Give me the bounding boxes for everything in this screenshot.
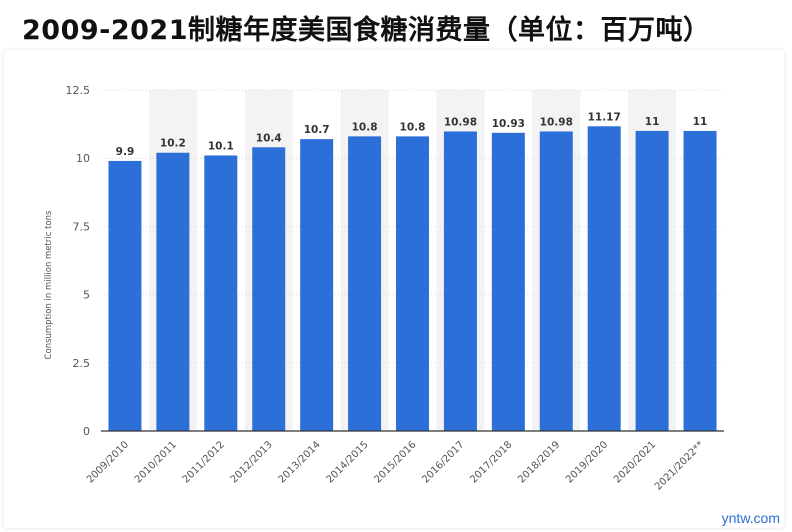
x-tick-label: 2017/2018 xyxy=(468,439,514,485)
y-tick-label: 2.5 xyxy=(73,357,91,370)
value-label: 10.4 xyxy=(256,132,282,144)
value-label: 11 xyxy=(645,116,660,128)
value-label: 10.98 xyxy=(444,116,477,128)
value-label: 11 xyxy=(693,116,708,128)
bar xyxy=(443,131,477,431)
chart-card: 9.9 10.2 10.1 10.4 10.7 10.8 10.8 10.98 10.93 10.… xyxy=(4,50,784,528)
bar xyxy=(156,152,190,431)
x-tick-label: 2015/2016 xyxy=(372,439,418,485)
x-tick-label: 2010/2011 xyxy=(133,439,179,485)
x-tick-label: 2020/2021 xyxy=(612,439,658,485)
bar xyxy=(204,155,238,432)
x-tick-label: 2016/2017 xyxy=(420,439,466,485)
value-label: 10.1 xyxy=(208,140,234,152)
y-tick-label: 7.5 xyxy=(73,220,91,233)
watermark: yntw.com xyxy=(721,510,780,526)
x-tick-label: 2014/2015 xyxy=(325,439,371,485)
y-tick-label: 5 xyxy=(83,289,90,302)
x-tick-label: 2011/2012 xyxy=(181,439,227,485)
x-tick-label: 2018/2019 xyxy=(516,439,562,485)
value-label: 10.7 xyxy=(304,124,330,136)
x-tick-label: 2009/2010 xyxy=(85,439,131,485)
bar xyxy=(587,126,621,431)
bar xyxy=(396,136,429,431)
x-tick-label: 2013/2014 xyxy=(277,439,323,485)
page-title: 2009-2021制糖年度美国食糖消费量（单位：百万吨） xyxy=(22,15,711,46)
bar xyxy=(635,130,669,432)
bar xyxy=(108,160,142,431)
y-tick-label: 12.5 xyxy=(66,84,91,97)
y-tick-label: 0 xyxy=(83,425,90,438)
value-label: 10.8 xyxy=(352,121,378,133)
value-label: 10.2 xyxy=(160,138,186,150)
value-label: 11.17 xyxy=(588,111,621,123)
value-label: 9.9 xyxy=(116,146,135,158)
bar xyxy=(539,131,573,431)
y-axis-label: Consumption in million metric tons xyxy=(44,210,54,359)
x-tick-label: 2021/2022** xyxy=(653,439,706,492)
bar xyxy=(252,147,286,431)
value-label: 10.8 xyxy=(400,121,426,133)
bar xyxy=(300,139,334,431)
x-tick-label: 2019/2020 xyxy=(564,439,610,485)
value-label: 10.98 xyxy=(540,116,573,128)
bar xyxy=(348,136,382,431)
y-tick-label: 10 xyxy=(76,152,90,165)
bar xyxy=(491,132,525,431)
value-label: 10.93 xyxy=(492,118,525,130)
x-tick-label: 2012/2013 xyxy=(229,439,275,485)
bar xyxy=(683,130,717,432)
bar-chart: 9.9 10.2 10.1 10.4 10.7 10.8 10.8 10.98 10.93 10.… xyxy=(44,84,724,493)
